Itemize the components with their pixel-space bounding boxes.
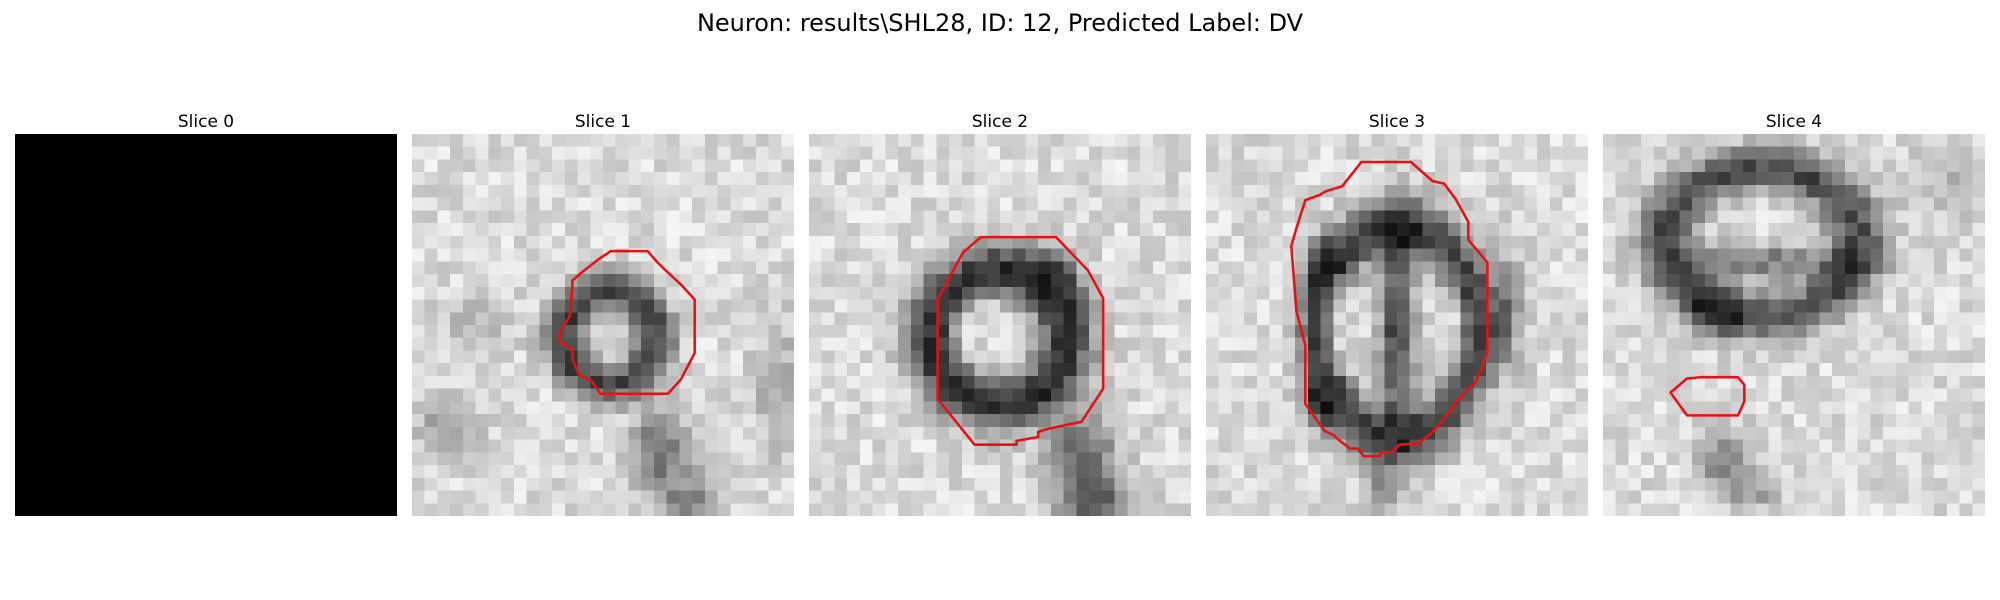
- figure-title: Neuron: results\SHL28, ID: 12, Predicted…: [0, 8, 2000, 38]
- slice-image-2: [809, 134, 1191, 516]
- slice-image-3: [1206, 134, 1588, 516]
- slice-title: Slice 3: [1206, 110, 1588, 134]
- slice-panel-3: Slice 3: [1206, 110, 1588, 516]
- slice-title: Slice 1: [412, 110, 794, 134]
- slice-title: Slice 0: [15, 110, 397, 134]
- slice-image-0: [15, 134, 397, 516]
- slice-panel-1: Slice 1: [412, 110, 794, 516]
- slice-image-1: [412, 134, 794, 516]
- slice-title: Slice 4: [1603, 110, 1985, 134]
- slice-image-4: [1603, 134, 1985, 516]
- slice-panel-4: Slice 4: [1603, 110, 1985, 516]
- slice-panel-0: Slice 0: [15, 110, 397, 516]
- slice-panel-2: Slice 2: [809, 110, 1191, 516]
- slice-title: Slice 2: [809, 110, 1191, 134]
